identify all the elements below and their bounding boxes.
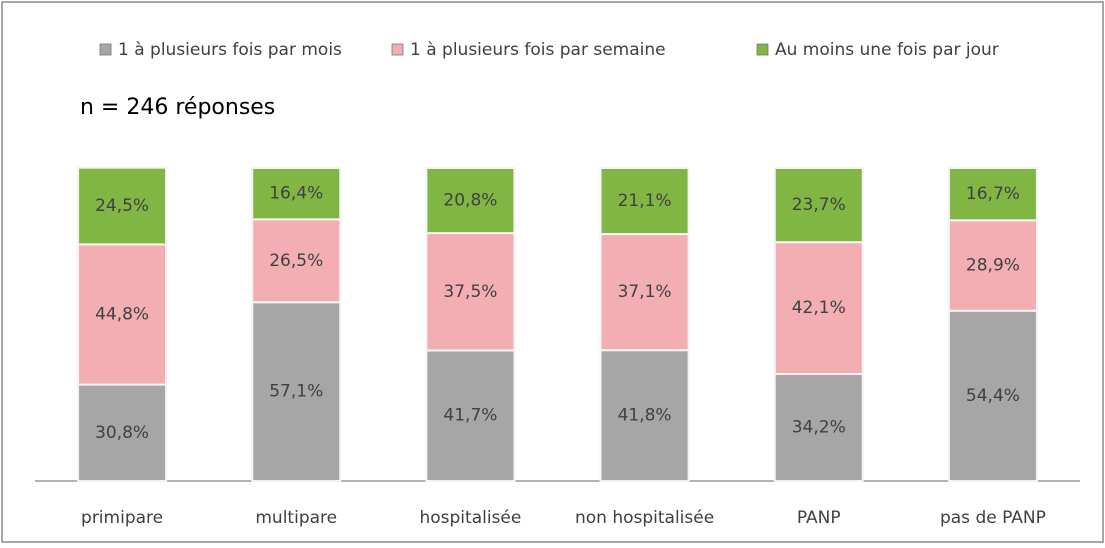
- legend-label: 1 à plusieurs fois par mois: [118, 40, 342, 60]
- x-tick-label: hospitalisée: [419, 508, 521, 528]
- value-label: 24,5%: [95, 196, 149, 216]
- legend-swatch: [756, 43, 769, 56]
- bar-segment: [425, 232, 516, 352]
- legend-label: Au moins une fois par jour: [775, 40, 999, 60]
- bar-segment: [251, 218, 342, 304]
- value-label: 34,2%: [792, 417, 846, 437]
- bar-segment: [773, 241, 864, 375]
- bar-segment: [773, 372, 864, 483]
- bar-segment: [77, 166, 168, 246]
- bar-segment: [599, 349, 690, 482]
- bar-segment: [251, 301, 342, 483]
- value-label: 44,8%: [95, 304, 149, 324]
- x-tick-label: non hospitalisée: [575, 508, 714, 528]
- value-label: 26,5%: [269, 251, 323, 271]
- x-tick-label: pas de PANP: [940, 508, 1046, 528]
- bar-segment: [77, 243, 168, 386]
- legend-swatch: [391, 43, 404, 56]
- value-label: 21,1%: [618, 191, 672, 211]
- x-tick-label: PANP: [797, 508, 841, 528]
- bar-segment: [425, 349, 516, 482]
- value-label: 20,8%: [443, 191, 497, 211]
- value-label: 16,4%: [269, 184, 323, 204]
- value-label: 42,1%: [792, 298, 846, 318]
- value-label: 23,7%: [792, 195, 846, 215]
- bar-segment: [425, 167, 516, 235]
- value-label: 41,8%: [618, 406, 672, 426]
- bar-segment: [251, 167, 342, 221]
- bar-segment: [773, 167, 864, 244]
- value-label: 37,5%: [443, 282, 497, 302]
- value-label: 28,9%: [966, 255, 1020, 275]
- bar-segment: [77, 383, 168, 483]
- bar-segment: [947, 167, 1038, 222]
- x-tick-label: multipare: [255, 508, 337, 528]
- bar-segment: [599, 167, 690, 236]
- value-label: 16,7%: [966, 184, 1020, 204]
- x-tick-label: primipare: [81, 508, 163, 528]
- annotation: n = 246 réponses: [80, 95, 275, 120]
- value-label: 57,1%: [269, 382, 323, 402]
- legend-swatch: [99, 43, 112, 56]
- bar-segment: [947, 309, 1038, 482]
- value-label: 41,7%: [443, 406, 497, 426]
- bar-segment: [599, 233, 690, 352]
- value-label: 54,4%: [966, 386, 1020, 406]
- value-label: 30,8%: [95, 423, 149, 443]
- legend-label: 1 à plusieurs fois par semaine: [410, 40, 666, 60]
- value-label: 37,1%: [618, 282, 672, 302]
- bar-segment: [947, 219, 1038, 312]
